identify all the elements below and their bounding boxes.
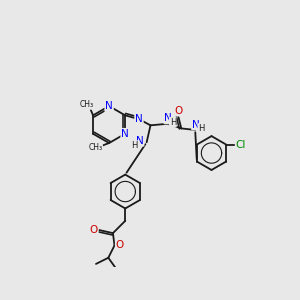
Text: O: O bbox=[174, 106, 182, 116]
Text: N: N bbox=[192, 119, 200, 130]
Text: N: N bbox=[135, 114, 143, 124]
Text: O: O bbox=[116, 240, 124, 250]
Text: CH₃: CH₃ bbox=[88, 143, 102, 152]
Text: H: H bbox=[198, 124, 205, 133]
Text: O: O bbox=[90, 225, 98, 235]
Text: N: N bbox=[121, 129, 129, 139]
Text: H: H bbox=[131, 141, 137, 150]
Text: N: N bbox=[105, 101, 113, 111]
Text: Cl: Cl bbox=[236, 140, 246, 150]
Text: N: N bbox=[136, 136, 144, 146]
Text: N: N bbox=[164, 113, 172, 123]
Text: CH₃: CH₃ bbox=[80, 100, 94, 109]
Text: H: H bbox=[169, 118, 176, 127]
